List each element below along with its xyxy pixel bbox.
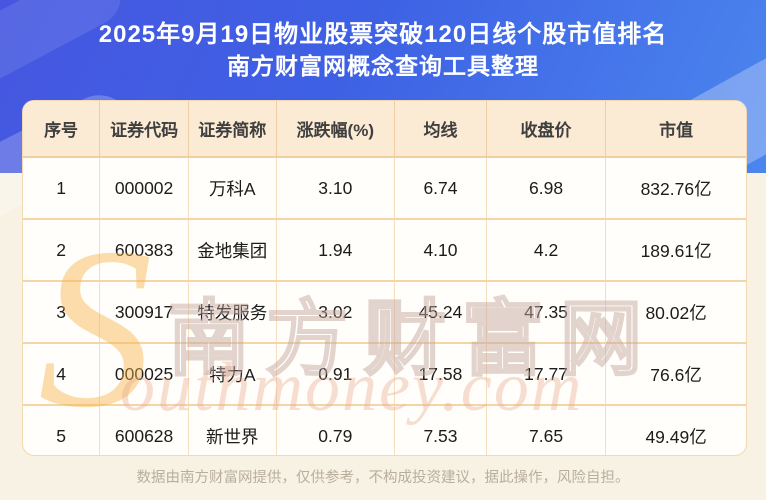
- table-cell: 17.58: [394, 343, 487, 406]
- table-cell: 4.10: [394, 219, 487, 282]
- table-row: 2 600383 金地集团 1.94 4.10 4.2 189.61亿: [23, 219, 746, 282]
- table-cell: 80.02亿: [605, 281, 746, 344]
- table-header-row: 序号 证券代码 证券简称 涨跌幅(%) 均线 收盘价 市值: [23, 101, 746, 158]
- table-cell: 600383: [99, 219, 190, 282]
- table-cell: 2: [23, 219, 101, 282]
- table-cell: 189.61亿: [605, 219, 746, 282]
- table-cell: 特发服务: [188, 281, 277, 344]
- column-header: 证券代码: [99, 101, 190, 158]
- table-cell: 4: [23, 343, 101, 406]
- table-cell: 49.49亿: [645, 426, 707, 447]
- stock-table-card: 序号 证券代码 证券简称 涨跌幅(%) 均线 收盘价 市值 1 000002 万科A 3.10 6.…: [22, 100, 747, 456]
- table-cell: 1.94: [276, 219, 396, 282]
- table-cell: 万科A: [188, 157, 277, 220]
- table-body: 1 000002 万科A 3.10 6.74 6.98 832.76亿 2 600383 金地集团…: [23, 157, 746, 455]
- page-subtitle: 南方财富网概念查询工具整理: [227, 53, 539, 79]
- table-cell: 000025: [99, 343, 190, 406]
- table-cell: 4.2: [486, 219, 607, 282]
- table-cell: 7.53: [394, 405, 487, 455]
- title-block: 2025年9月19日物业股票突破120日线个股市值排名 南方财富网概念查询工具整…: [0, 19, 766, 82]
- table-cell: 0.79: [276, 405, 396, 455]
- page-title: 2025年9月19日物业股票突破120日线个股市值排名: [98, 21, 668, 48]
- table-cell: 832.76亿: [605, 157, 746, 220]
- table-cell: 47.35: [486, 281, 607, 344]
- table-cell: 5: [23, 405, 101, 455]
- stock-table: 序号 证券代码 证券简称 涨跌幅(%) 均线 收盘价 市值 1 000002 万科A 3.10 6.…: [23, 101, 746, 455]
- table-cell: 600628: [99, 405, 190, 455]
- column-header: 收盘价: [486, 101, 607, 158]
- table-cell: 3.02: [276, 281, 396, 344]
- table-cell: 17.77: [486, 343, 607, 406]
- table-cell: 0.91: [276, 343, 396, 406]
- table-cell: 7.65: [486, 405, 607, 455]
- column-header: 证券简称: [188, 101, 277, 158]
- table-cell: 3: [23, 281, 101, 344]
- column-header: 均线: [394, 101, 487, 158]
- column-header: 涨跌幅(%): [276, 101, 396, 158]
- table-row: 1 000002 万科A 3.10 6.74 6.98 832.76亿: [23, 157, 746, 220]
- table-cell: 6.74: [394, 157, 487, 220]
- table-cell: 1: [23, 157, 101, 220]
- table-row: 3 300917 特发服务 3.02 45.24 47.35 80.02亿: [23, 281, 746, 344]
- table-cell: 特力A: [188, 343, 277, 406]
- table-row: 5 600628 新世界 0.79 7.53 7.65 49.49亿: [23, 405, 746, 455]
- table-cell: 000002: [99, 157, 190, 220]
- table-row: 4 000025 特力A 0.91 17.58 17.77 76.6亿: [23, 343, 746, 406]
- table-cell: 45.24: [394, 281, 487, 344]
- table-cell: 新世界: [188, 405, 277, 455]
- table-cell: 76.6亿: [605, 343, 746, 406]
- table-cell: 3.10: [276, 157, 396, 220]
- column-header: 市值: [605, 101, 746, 158]
- table-cell: 300917: [99, 281, 190, 344]
- table-cell: 6.98: [486, 157, 607, 220]
- column-header: 序号: [23, 101, 101, 158]
- disclaimer-text: 数据由南方财富网提供，仅供参考，不构成投资建议，据此操作，风险自担。: [136, 470, 630, 486]
- table-cell: 金地集团: [188, 219, 277, 282]
